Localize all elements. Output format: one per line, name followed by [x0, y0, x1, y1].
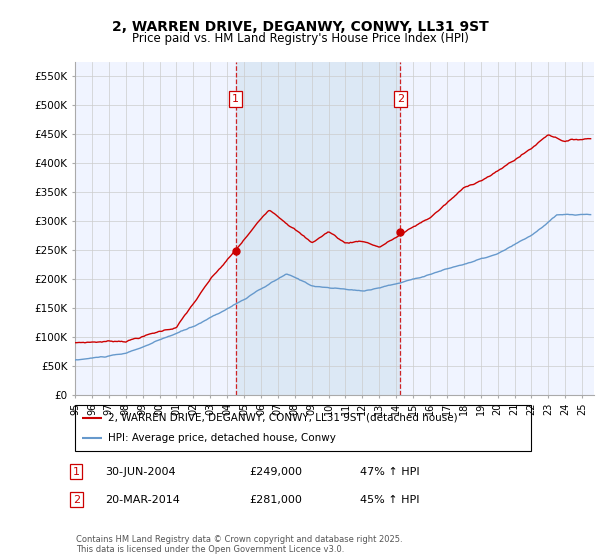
Text: 2, WARREN DRIVE, DEGANWY, CONWY, LL31 9ST: 2, WARREN DRIVE, DEGANWY, CONWY, LL31 9S…	[112, 20, 488, 34]
Text: 1: 1	[232, 94, 239, 104]
Text: 1: 1	[73, 466, 80, 477]
Text: 20-MAR-2014: 20-MAR-2014	[105, 494, 180, 505]
Text: 2: 2	[397, 94, 404, 104]
Text: 47% ↑ HPI: 47% ↑ HPI	[360, 466, 419, 477]
Text: Contains HM Land Registry data © Crown copyright and database right 2025.
This d: Contains HM Land Registry data © Crown c…	[76, 535, 403, 554]
Text: Price paid vs. HM Land Registry's House Price Index (HPI): Price paid vs. HM Land Registry's House …	[131, 32, 469, 45]
Text: 2: 2	[73, 494, 80, 505]
Text: £249,000: £249,000	[249, 466, 302, 477]
Text: 45% ↑ HPI: 45% ↑ HPI	[360, 494, 419, 505]
Text: £281,000: £281,000	[249, 494, 302, 505]
Text: HPI: Average price, detached house, Conwy: HPI: Average price, detached house, Conw…	[108, 433, 336, 443]
Text: 30-JUN-2004: 30-JUN-2004	[105, 466, 176, 477]
Bar	[236, 62, 400, 395]
Text: 2, WARREN DRIVE, DEGANWY, CONWY, LL31 9ST (detached house): 2, WARREN DRIVE, DEGANWY, CONWY, LL31 9S…	[108, 413, 457, 423]
